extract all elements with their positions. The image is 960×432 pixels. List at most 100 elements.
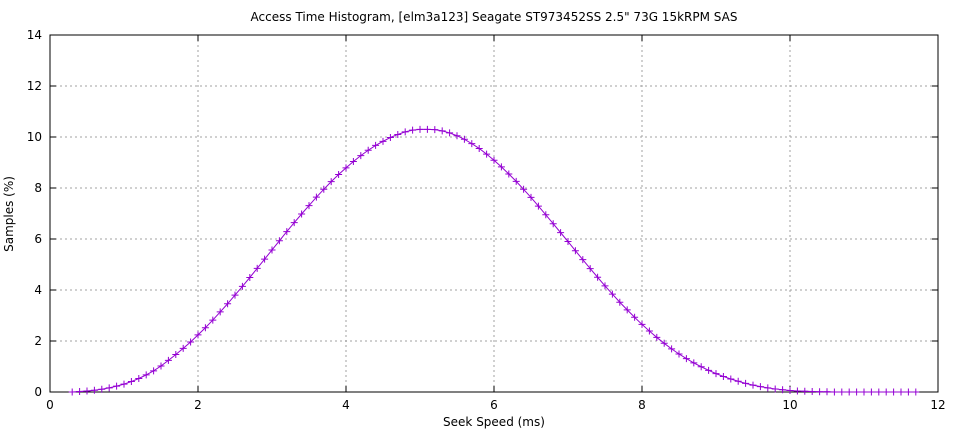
- data-point-marker: [719, 372, 727, 380]
- data-point-marker: [253, 264, 261, 272]
- data-point-marker: [438, 127, 446, 135]
- data-point-marker: [290, 219, 298, 227]
- data-point-marker: [527, 193, 535, 201]
- data-point-marker: [682, 355, 690, 363]
- data-point-marker: [135, 374, 143, 382]
- data-point-marker: [209, 316, 217, 324]
- data-point-marker: [838, 388, 846, 396]
- data-point-marker: [120, 380, 128, 388]
- data-point-marker: [823, 388, 831, 396]
- data-point-marker: [216, 308, 224, 316]
- data-point-marker: [298, 210, 306, 218]
- data-point-marker: [830, 388, 838, 396]
- data-point-marker: [816, 388, 824, 396]
- data-point-marker: [342, 164, 350, 172]
- axis-ticks: 0 2 4 6 8 10 12 0 2 4 6 8 10 12 14: [27, 28, 946, 412]
- data-point-marker: [268, 246, 276, 254]
- data-point-marker: [579, 256, 587, 264]
- data-point-marker: [409, 126, 417, 134]
- data-point-marker: [179, 344, 187, 352]
- data-point-marker: [261, 255, 269, 263]
- data-point-marker: [157, 362, 165, 370]
- data-point-marker: [305, 202, 313, 210]
- data-point-marker: [801, 387, 809, 395]
- data-point-marker: [283, 228, 291, 236]
- data-point-marker: [453, 132, 461, 140]
- data-point-marker: [616, 298, 624, 306]
- y-tick-label: 10: [27, 130, 42, 144]
- data-point-marker: [897, 388, 905, 396]
- data-point-marker: [386, 134, 394, 142]
- x-axis-label: Seek Speed (ms): [443, 415, 545, 429]
- data-point-marker: [187, 338, 195, 346]
- data-point-marker: [557, 229, 565, 237]
- data-point-marker: [542, 211, 550, 219]
- data-point-marker: [364, 146, 372, 154]
- data-point-marker: [594, 273, 602, 281]
- data-point-marker: [446, 129, 454, 137]
- data-point-marker: [468, 140, 476, 148]
- data-point-marker: [150, 367, 158, 375]
- data-point-marker: [764, 384, 772, 392]
- data-point-marker: [68, 388, 76, 396]
- data-point-marker: [742, 379, 750, 387]
- data-point-marker: [423, 125, 431, 133]
- data-point-marker: [853, 388, 861, 396]
- plot-frame: [49, 34, 939, 393]
- data-point-marker: [416, 125, 424, 133]
- data-point-marker: [756, 383, 764, 391]
- data-point-marker: [808, 387, 816, 395]
- data-point-marker: [549, 220, 557, 228]
- data-point-marker: [727, 375, 735, 383]
- data-point-marker: [105, 384, 113, 392]
- data-point-marker: [564, 238, 572, 246]
- y-tick-label: 6: [34, 232, 42, 246]
- data-point-marker: [875, 388, 883, 396]
- series-layer: [68, 125, 920, 396]
- data-point-marker: [246, 274, 254, 282]
- x-tick-label: 2: [194, 398, 202, 412]
- data-point-marker: [660, 339, 668, 347]
- data-point-marker: [113, 382, 121, 390]
- data-point-marker: [786, 386, 794, 394]
- data-point-marker: [98, 385, 106, 393]
- data-point-marker: [638, 320, 646, 328]
- data-point-marker: [401, 128, 409, 136]
- data-point-marker: [771, 385, 779, 393]
- data-point-marker: [327, 178, 335, 186]
- x-tick-label: 4: [342, 398, 350, 412]
- data-point-marker: [705, 366, 713, 374]
- data-point-marker: [793, 387, 801, 395]
- data-point-marker: [653, 333, 661, 341]
- data-point-marker: [372, 141, 380, 149]
- data-point-marker: [201, 324, 209, 332]
- data-point-marker: [460, 135, 468, 143]
- data-point-marker: [483, 150, 491, 158]
- data-point-marker: [749, 381, 757, 389]
- data-point-marker: [497, 163, 505, 171]
- data-point-marker: [224, 300, 232, 308]
- data-point-marker: [668, 345, 676, 353]
- data-point-marker: [734, 377, 742, 385]
- data-point-marker: [697, 363, 705, 371]
- data-point-marker: [631, 313, 639, 321]
- data-point-marker: [520, 185, 528, 193]
- data-point-marker: [534, 202, 542, 210]
- data-point-marker: [172, 351, 180, 359]
- data-point-marker: [320, 185, 328, 193]
- data-point-marker: [690, 359, 698, 367]
- data-point-marker: [505, 170, 513, 178]
- data-point-marker: [490, 156, 498, 164]
- x-tick-label: 12: [930, 398, 945, 412]
- grid-lines: [50, 35, 938, 392]
- data-point-marker: [860, 388, 868, 396]
- data-point-marker: [890, 388, 898, 396]
- data-point-marker: [335, 170, 343, 178]
- data-point-marker: [394, 130, 402, 138]
- data-point-marker: [512, 177, 520, 185]
- data-point-marker: [601, 282, 609, 290]
- y-axis-label: Samples (%): [2, 176, 16, 252]
- data-point-marker: [349, 157, 357, 165]
- data-point-marker: [645, 327, 653, 335]
